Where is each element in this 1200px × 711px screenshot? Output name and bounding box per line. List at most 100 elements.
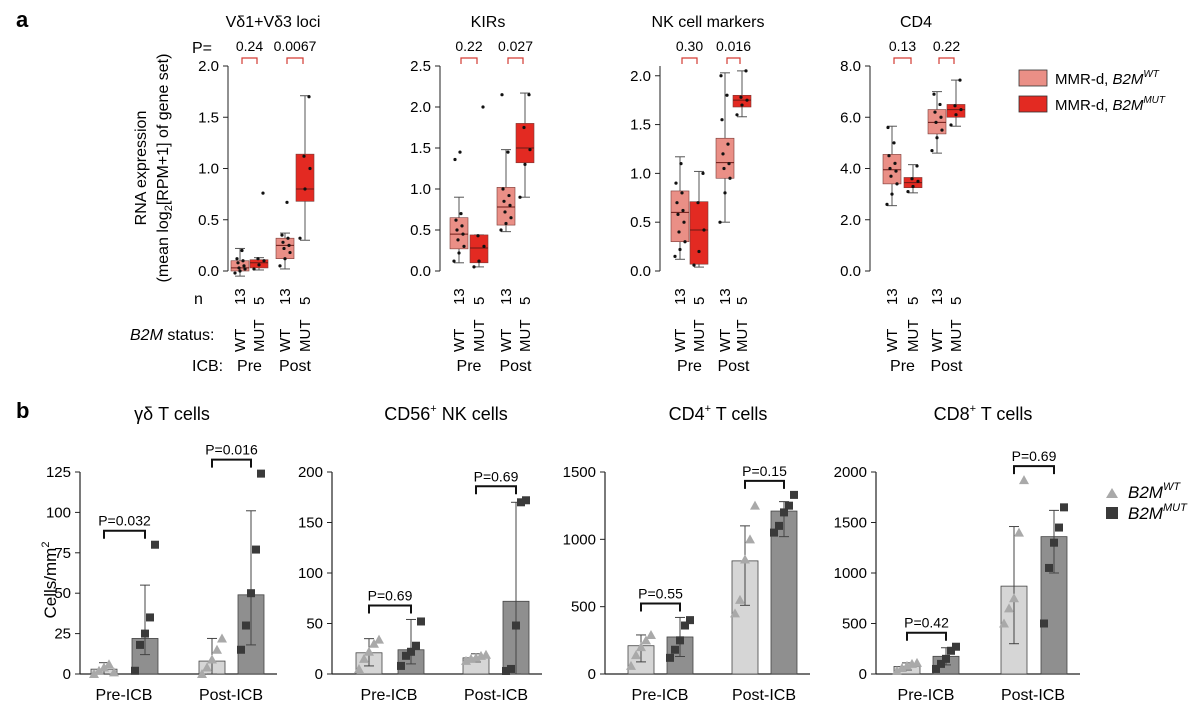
panel-a-ylabel-2: (mean log2[RPM+1] of gene set): [155, 54, 175, 283]
box: [295, 153, 315, 202]
data-point: [932, 92, 936, 96]
data-point: [503, 210, 507, 214]
y-tick-label: 1.0: [630, 165, 651, 182]
data-point-square: [402, 651, 410, 660]
status-label: WT: [884, 329, 901, 352]
data-point: [462, 244, 466, 248]
data-point: [523, 162, 527, 166]
y-tick-label: 1.0: [198, 161, 219, 178]
status-label: MUT: [471, 320, 488, 353]
data-point-square: [252, 545, 260, 554]
data-point: [282, 246, 286, 251]
data-point-triangle: [217, 633, 227, 643]
data-point: [893, 161, 897, 165]
data-point-square: [502, 666, 510, 675]
y-tick-label: 500: [842, 616, 867, 633]
data-point: [683, 240, 687, 244]
status-label: WT: [929, 329, 946, 352]
y-tick-label: 1500: [834, 515, 867, 532]
title-main: CD4: [669, 404, 705, 424]
data-point: [476, 234, 480, 238]
status-label: MUT: [734, 320, 751, 353]
data-point: [890, 192, 894, 196]
data-point-square: [242, 621, 250, 630]
data-point-square: [131, 666, 139, 675]
p-bracket: [906, 631, 947, 641]
data-point-triangle: [109, 667, 119, 677]
row-label-status: B2M status:: [130, 327, 214, 344]
data-point: [472, 265, 476, 269]
n-label: 5: [734, 297, 751, 305]
data-point: [719, 74, 723, 78]
data-point: [502, 199, 506, 203]
data-point-square: [407, 647, 415, 656]
p-value: 0.22: [933, 38, 960, 54]
data-point-triangle: [212, 644, 222, 654]
data-point: [940, 128, 944, 132]
status-label: WT: [672, 329, 689, 352]
y-tick-label: 0.0: [198, 263, 219, 280]
data-point: [958, 78, 962, 82]
ylabel-line2: (mean log2[RPM+1] of gene set): [155, 54, 175, 283]
data-point: [460, 224, 464, 228]
data-point-square: [666, 653, 674, 662]
data-point: [506, 150, 510, 154]
data-point-square: [947, 646, 955, 655]
data-point-square: [676, 636, 684, 645]
n-label: 13: [232, 288, 249, 305]
box: [689, 201, 709, 265]
data-point-square: [1040, 619, 1048, 628]
n-label: 5: [251, 297, 268, 305]
box: [469, 234, 489, 264]
data-point: [477, 259, 481, 263]
y-tick-label: 1.0: [410, 181, 431, 198]
data-point: [930, 148, 934, 153]
data-point: [509, 216, 513, 220]
data-point-square: [937, 659, 945, 668]
data-point: [692, 263, 696, 267]
data-point-triangle: [359, 653, 369, 663]
data-point: [308, 166, 312, 171]
y-tick-label: 50: [306, 616, 323, 633]
y-tick-label: 200: [298, 464, 323, 481]
data-point: [233, 271, 237, 275]
status-label: MUT: [948, 320, 965, 353]
data-point: [457, 251, 461, 255]
data-point-triangle: [99, 662, 109, 672]
n-label: 5: [691, 297, 708, 305]
p-value: P=0.69: [474, 468, 519, 484]
group-label: Post: [279, 358, 312, 375]
data-point: [959, 107, 963, 112]
p-value: P=0.016: [205, 442, 258, 458]
y-tick-label: 4.0: [840, 161, 861, 178]
data-point: [286, 236, 290, 240]
category-label: Pre-ICB: [361, 687, 418, 704]
data-point: [482, 244, 486, 248]
data-point: [280, 233, 284, 237]
data-point: [739, 95, 743, 99]
y-tick-label: 1000: [834, 565, 867, 582]
legend-a-label-mut: MMR-d, B2MMUT: [1055, 95, 1166, 114]
data-point-triangle: [892, 665, 902, 675]
data-point: [676, 212, 680, 216]
y-tick-label: 0: [859, 666, 867, 683]
data-point: [454, 218, 458, 222]
legend-b-mut-gene: B2M: [1128, 504, 1164, 523]
data-point-square: [1060, 503, 1068, 512]
data-point: [888, 166, 892, 171]
data-point: [745, 98, 749, 102]
status-label: MUT: [251, 320, 268, 353]
data-point: [262, 259, 266, 263]
data-point: [906, 189, 910, 194]
data-point-triangle: [354, 663, 364, 673]
row-label-n: n: [194, 291, 203, 308]
data-point-triangle: [730, 608, 740, 618]
data-point-square: [1055, 523, 1063, 532]
data-point-triangle: [636, 642, 646, 652]
title-suffix: T cells: [976, 404, 1032, 424]
data-point: [735, 113, 739, 117]
n-label: 13: [929, 288, 946, 305]
data-point: [949, 123, 953, 127]
